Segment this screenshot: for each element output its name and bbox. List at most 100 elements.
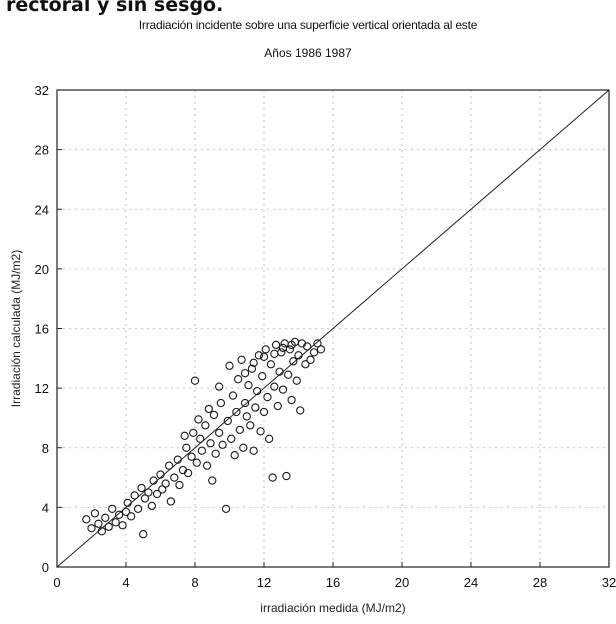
data-point [270, 382, 279, 391]
data-point [170, 473, 179, 482]
data-point [127, 512, 136, 521]
data-point [104, 522, 113, 531]
x-axis-ticks: 0 4 8 12 16 20 24 28 32 [53, 562, 616, 590]
data-point [204, 404, 213, 414]
data-point [258, 372, 267, 381]
data-point [197, 446, 207, 455]
y-tick-label: 4 [42, 500, 49, 515]
x-tick-label: 20 [395, 575, 409, 590]
data-point [270, 349, 279, 358]
data-point [283, 370, 293, 379]
data-point [313, 339, 322, 348]
data-point [118, 521, 127, 530]
data-point [187, 452, 196, 461]
data-point [263, 392, 272, 402]
data-point [228, 391, 238, 400]
x-tick-label: 12 [257, 575, 271, 590]
data-point [173, 455, 182, 464]
data-point [214, 428, 224, 437]
data-point [190, 376, 200, 385]
data-point [278, 343, 288, 353]
data-point [306, 355, 315, 364]
data-point [302, 342, 312, 351]
data-point [301, 360, 310, 369]
data-point [280, 339, 289, 348]
data-point [277, 348, 286, 357]
data-point [130, 491, 139, 500]
data-point [123, 498, 132, 508]
data-point [139, 530, 148, 539]
data-point [189, 428, 198, 437]
data-point [282, 471, 291, 481]
data-point [278, 385, 288, 394]
y-tick-label: 12 [35, 381, 49, 396]
data-point [246, 421, 255, 430]
data-point [244, 380, 253, 390]
data-point [316, 345, 326, 354]
data-point [285, 345, 295, 354]
data-point [111, 518, 120, 527]
y-tick-label: 32 [35, 83, 49, 98]
data-point [133, 504, 143, 514]
data-point [240, 398, 250, 408]
data-point [218, 440, 227, 449]
data-point [166, 497, 175, 506]
data-point [259, 352, 269, 361]
data-point [147, 501, 157, 511]
data-point [82, 515, 91, 524]
data-point [140, 494, 150, 503]
y-tick-label: 0 [42, 560, 49, 575]
data-point [209, 410, 219, 420]
data-point [137, 483, 146, 493]
data-point [158, 485, 167, 494]
data-point [242, 412, 251, 421]
x-tick-label: 8 [191, 575, 198, 590]
data-point [114, 510, 124, 519]
x-tick-label: 28 [533, 575, 547, 590]
data-point [211, 449, 220, 458]
data-point [259, 407, 269, 417]
y-tick-label: 20 [35, 262, 49, 277]
data-point [206, 439, 215, 448]
data-point [251, 403, 260, 412]
x-tick-label: 0 [53, 575, 60, 590]
data-point [192, 458, 201, 467]
data-point [144, 488, 153, 497]
x-tick-label: 32 [602, 575, 616, 590]
data-point [266, 360, 276, 369]
data-point [196, 434, 205, 443]
data-point [183, 468, 193, 478]
data-point [247, 364, 257, 373]
data-point [214, 382, 224, 391]
data-point [201, 421, 210, 430]
data-point [227, 434, 236, 443]
x-tick-label: 4 [122, 575, 129, 590]
data-point [271, 340, 281, 350]
reference-line-y-equals-x [56, 89, 610, 568]
data-point [230, 451, 239, 460]
data-point [108, 504, 117, 514]
data-point [256, 427, 265, 436]
y-axis-ticks: 0 4 8 12 16 20 24 28 32 [35, 83, 62, 575]
data-point [182, 443, 191, 452]
y-tick-label: 28 [35, 143, 49, 158]
data-point [249, 358, 258, 367]
data-point [161, 479, 170, 488]
data-point [152, 489, 162, 499]
data-point [221, 504, 231, 514]
data-point [273, 401, 282, 411]
data-point [208, 476, 217, 485]
data-point [252, 386, 262, 396]
data-point [194, 415, 203, 424]
data-point [261, 345, 270, 354]
data-point [225, 361, 234, 370]
data-point [296, 406, 305, 415]
data-point [149, 476, 158, 485]
data-point [175, 480, 184, 490]
data-point [249, 446, 258, 455]
data-point [294, 351, 303, 360]
data-point [240, 369, 250, 378]
data-point [180, 431, 189, 440]
data-point [97, 527, 106, 536]
